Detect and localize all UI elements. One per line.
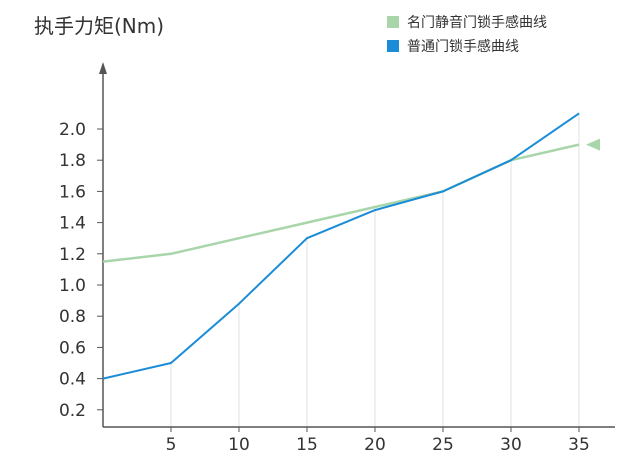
- legend-label-normal-lock: 普通门锁手感曲线: [407, 39, 519, 55]
- y-tick-label: 0.6: [59, 338, 86, 358]
- y-tick-label: 2.0: [59, 120, 86, 140]
- x-tick-label: 15: [296, 435, 318, 455]
- legend-item-quiet-lock: 名门静音门锁手感曲线: [387, 12, 547, 32]
- legend-swatch-normal-lock: [387, 40, 399, 52]
- legend-label-quiet-lock: 名门静音门锁手感曲线: [407, 15, 547, 31]
- y-tick-label: 1.6: [59, 182, 86, 202]
- x-tick-label: 20: [364, 435, 386, 455]
- y-tick-label: 0.4: [59, 370, 86, 390]
- legend-swatch-quiet-lock: [387, 16, 399, 28]
- y-tick-label: 1.4: [59, 214, 86, 234]
- legend-item-normal-lock: 普通门锁手感曲线: [387, 36, 519, 56]
- series-end-marker: [586, 138, 600, 151]
- y-tick-label: 1.2: [59, 245, 86, 265]
- y-tick-label: 0.2: [59, 401, 86, 421]
- y-axis-arrow: [99, 62, 107, 74]
- y-tick-label: 1.8: [59, 151, 86, 171]
- x-tick-label: 25: [432, 435, 454, 455]
- y-tick-label: 1.0: [59, 276, 86, 296]
- x-tick-label: 35: [568, 435, 590, 455]
- x-tick-label: 30: [500, 435, 522, 455]
- y-tick-label: 0.8: [59, 307, 86, 327]
- x-tick-label: 10: [228, 435, 250, 455]
- x-tick-label: 5: [166, 435, 177, 455]
- series-line-1: [102, 112, 580, 380]
- y-axis-title: 执手力矩(Nm): [34, 14, 165, 38]
